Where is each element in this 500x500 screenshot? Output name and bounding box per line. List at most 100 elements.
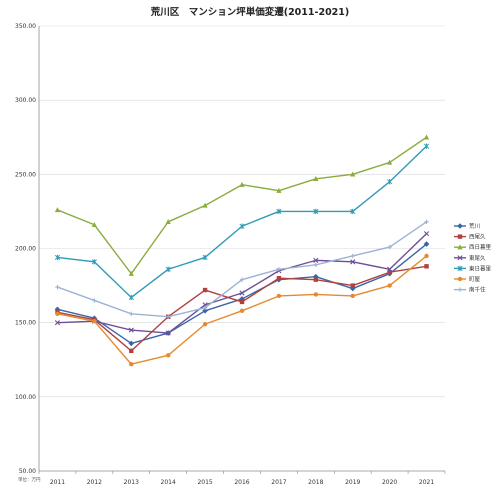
data-point: [387, 266, 393, 272]
data-point: [239, 308, 245, 313]
data-point: [165, 219, 171, 224]
x-tick-label: 2011: [50, 479, 65, 486]
legend-swatch-marker: [457, 287, 463, 292]
data-point: [91, 221, 97, 227]
data-point: [423, 241, 430, 247]
data-point: [239, 277, 245, 282]
series-7: [55, 219, 429, 319]
x-tick-label: 2019: [345, 479, 360, 486]
data-point: [239, 290, 245, 296]
data-point: [54, 320, 61, 326]
legend-swatch-marker: [457, 265, 463, 272]
series-3: [54, 134, 430, 276]
data-point: [202, 321, 208, 327]
data-point: [350, 259, 356, 265]
legend-label: 東日暮里: [469, 264, 492, 272]
x-tick-label: 2013: [124, 479, 139, 486]
data-point: [313, 292, 319, 297]
data-point: [276, 208, 282, 215]
data-point: [423, 143, 430, 149]
data-point: [92, 298, 97, 303]
legend-label: 荒川: [469, 222, 480, 230]
y-tick-label: 100.00: [15, 394, 36, 401]
y-tick-label: 150.00: [15, 320, 36, 327]
data-point: [55, 311, 60, 316]
legend-swatch-marker: [457, 255, 463, 261]
x-tick-label: 2012: [87, 479, 102, 486]
data-point: [128, 327, 134, 333]
y-tick-label: 350.00: [15, 23, 36, 30]
data-point: [313, 208, 319, 215]
data-point: [239, 299, 245, 305]
data-point: [128, 270, 134, 276]
legend-label: 西尾久: [469, 233, 486, 241]
unit-label: 単位：万円: [18, 476, 41, 483]
data-point: [424, 219, 429, 224]
data-point: [387, 159, 393, 165]
legend-label: 南千住: [469, 286, 486, 294]
data-point: [387, 270, 392, 275]
data-point: [55, 284, 60, 290]
y-tick-label: 300.00: [15, 97, 36, 104]
data-point: [202, 254, 208, 261]
x-tick-label: 2020: [382, 479, 397, 486]
data-point: [387, 244, 392, 250]
data-point: [387, 283, 392, 288]
data-point: [350, 283, 355, 288]
data-point: [276, 275, 282, 281]
legend-item: 西日暮里: [454, 243, 492, 251]
data-point: [239, 223, 245, 229]
data-point: [313, 175, 319, 181]
data-point: [202, 202, 208, 208]
data-point: [91, 259, 97, 265]
chart-title: 荒川区 マンション坪単価変遷(2011-2021): [150, 6, 350, 18]
grid-lines: [38, 25, 445, 472]
legend-swatch-marker: [457, 223, 463, 229]
data-point: [424, 253, 429, 259]
data-point: [313, 277, 319, 282]
data-point: [129, 348, 134, 354]
x-tick-label: 2017: [271, 479, 286, 486]
y-tick-label: 200.00: [15, 246, 36, 253]
x-tick-label: 2015: [197, 479, 212, 486]
data-point: [350, 293, 355, 299]
data-point: [350, 253, 355, 259]
data-point: [165, 266, 171, 272]
data-point: [165, 314, 171, 319]
legend-item: 東日暮里: [454, 264, 492, 272]
data-point: [202, 287, 208, 293]
data-point: [92, 318, 97, 324]
data-point: [129, 311, 134, 316]
data-point: [423, 134, 430, 140]
x-tick-label: 2021: [419, 479, 434, 486]
data-point: [202, 305, 208, 311]
x-axis-ticks: 2011 2012 2013 2014 2015 2016 2017 2018 2019 2020…: [38, 471, 446, 486]
legend-item: 西尾久: [454, 233, 486, 241]
legend-label: 東尾久: [469, 254, 486, 262]
y-tick-label: 50.00: [19, 468, 36, 475]
data-point: [128, 340, 135, 347]
data-point: [54, 254, 61, 261]
legend-swatch-marker: [457, 244, 463, 250]
data-point: [276, 267, 282, 272]
data-point: [387, 179, 393, 185]
x-tick-label: 2016: [234, 479, 249, 486]
legend-item: 町屋: [454, 276, 481, 283]
y-tick-label: 250.00: [15, 171, 36, 178]
series-group: [54, 134, 430, 367]
legend-item: 荒川: [454, 222, 480, 230]
legend-swatch-marker: [457, 276, 463, 282]
data-point: [276, 293, 282, 299]
data-point: [129, 362, 134, 367]
data-point: [239, 296, 245, 302]
legend-label: 町屋: [469, 276, 481, 283]
data-point: [313, 273, 319, 280]
data-point: [313, 257, 319, 263]
data-point: [276, 187, 282, 193]
data-point: [54, 207, 61, 213]
data-point: [423, 231, 430, 237]
legend-label: 西日暮里: [469, 243, 492, 251]
